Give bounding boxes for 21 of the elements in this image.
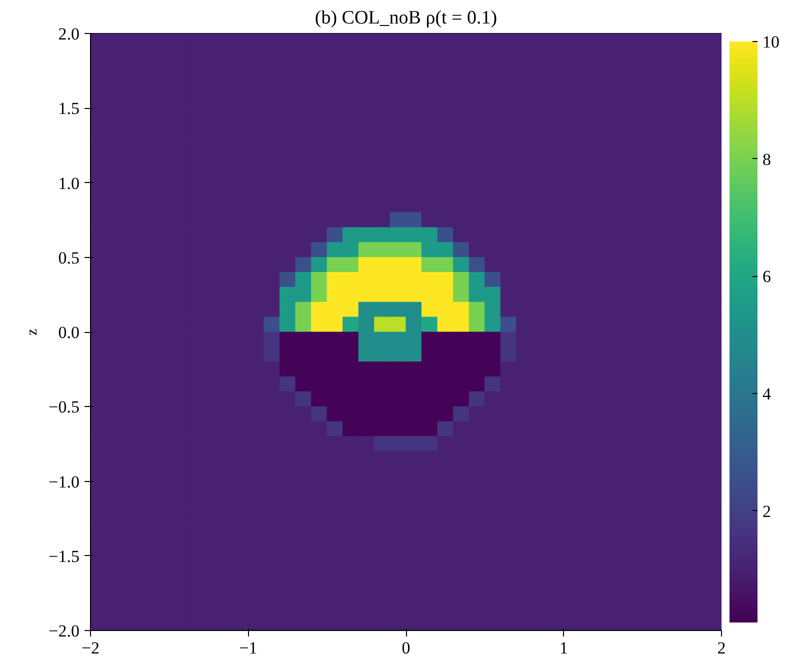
x-tick-label: 0 <box>402 638 410 658</box>
y-tick-label: 1.0 <box>58 174 80 193</box>
color-bar-label: 6 <box>762 267 771 286</box>
y-tick-label: −1.5 <box>48 546 80 566</box>
y-tick-label: −1.0 <box>48 472 80 492</box>
y-tick-label: −0.5 <box>48 398 80 417</box>
color-bar-label: 8 <box>762 150 771 169</box>
chart-title: (b) COL_noB ρ(t = 0.1) <box>314 8 498 28</box>
x-tick-label: 1 <box>560 638 568 658</box>
color-bar-label: 10 <box>762 32 780 52</box>
x-tick-label: 2 <box>717 638 726 658</box>
y-tick-label: 1.5 <box>58 99 80 118</box>
x-tick-label: −2 <box>81 638 100 658</box>
x-tick-label: −1 <box>239 638 258 658</box>
y-tick-label: 0.0 <box>58 323 80 342</box>
y-axis-title: z <box>24 328 41 336</box>
y-tick-label: 2.0 <box>58 24 80 44</box>
color-bar-label: 2 <box>762 502 771 521</box>
color-bar-label: 4 <box>762 384 772 404</box>
y-tick-label: 0.5 <box>58 248 80 268</box>
y-tick-label: −2.0 <box>48 622 80 640</box>
